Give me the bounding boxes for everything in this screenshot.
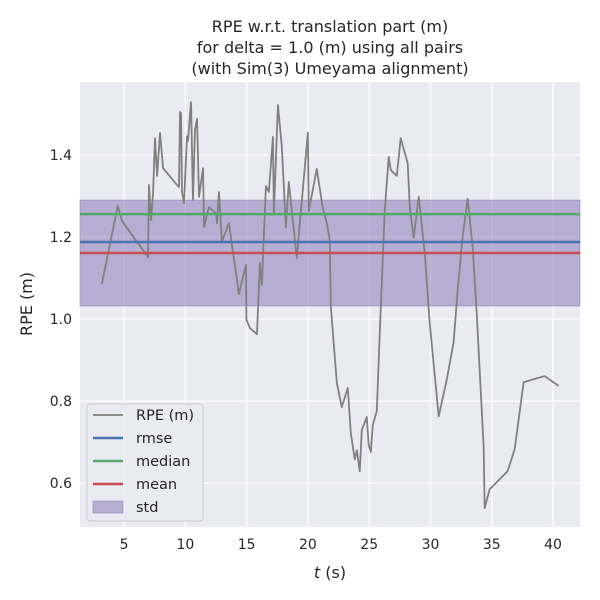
y-tick-label: 1.0 bbox=[50, 312, 72, 328]
legend-swatch-std bbox=[92, 500, 124, 514]
y-axis-label: RPE (m) bbox=[17, 272, 36, 336]
x-tick-label: 40 bbox=[544, 537, 562, 553]
x-tick-label: 15 bbox=[238, 537, 256, 553]
x-tick-label: 20 bbox=[299, 537, 317, 553]
x-axis-unit: (s) bbox=[320, 563, 346, 582]
legend-label: rmse bbox=[136, 431, 172, 447]
x-tick-label: 10 bbox=[176, 537, 194, 553]
y-tick-label: 1.4 bbox=[50, 148, 72, 164]
chart-title-line-1: RPE w.r.t. translation part (m) bbox=[212, 17, 448, 36]
chart-title-line-2: for delta = 1.0 (m) using all pairs bbox=[197, 38, 463, 57]
x-tick-label: 5 bbox=[120, 537, 129, 553]
legend-label: std bbox=[136, 500, 158, 516]
y-tick-label: 0.8 bbox=[50, 394, 72, 410]
rpe-line bbox=[100, 101, 560, 510]
legend-label: median bbox=[136, 454, 190, 470]
x-axis-var: t bbox=[314, 563, 321, 582]
legend-label: RPE (m) bbox=[136, 408, 194, 424]
chart-title-line-3: (with Sim(3) Umeyama alignment) bbox=[191, 59, 468, 78]
legend: RPE (m) rmse median mean std bbox=[86, 403, 204, 522]
x-axis-label: t (s) bbox=[314, 563, 346, 582]
x-tick-label: 35 bbox=[483, 537, 501, 553]
x-tick-label: 25 bbox=[360, 537, 378, 553]
legend-box bbox=[86, 403, 204, 522]
x-tick-label: 30 bbox=[422, 537, 440, 553]
legend-label: mean bbox=[136, 477, 177, 493]
y-tick-label: 1.2 bbox=[50, 230, 72, 246]
y-tick-label: 0.6 bbox=[50, 476, 72, 492]
